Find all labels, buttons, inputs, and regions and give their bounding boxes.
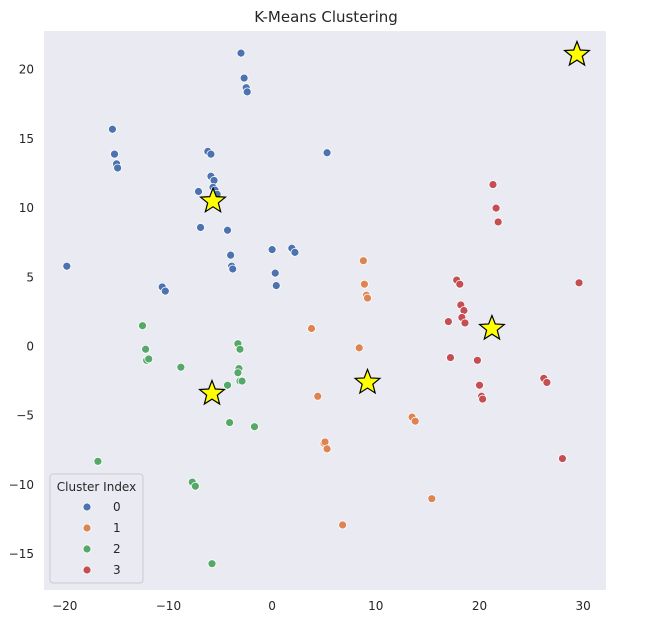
data-point-cluster-3	[455, 279, 465, 289]
data-point-cluster-1	[360, 279, 369, 289]
centroids	[198, 39, 591, 406]
legend-marker-1	[82, 523, 92, 533]
data-point-cluster-2	[144, 354, 154, 364]
centroid-star	[198, 378, 226, 406]
data-point-cluster-3	[446, 353, 455, 362]
data-point-cluster-2	[223, 380, 232, 390]
x-tick-label: 30	[576, 599, 591, 613]
data-point-cluster-3	[460, 318, 470, 328]
data-point-cluster-3	[488, 180, 498, 189]
data-point-cluster-0	[206, 149, 216, 159]
x-tick-label: 0	[268, 599, 276, 613]
legend-label-0: 0	[113, 500, 121, 514]
y-tick-label: −15	[9, 547, 34, 561]
data-point-cluster-0	[290, 247, 300, 257]
y-tick-label: −5	[16, 409, 34, 423]
data-point-cluster-3	[478, 394, 488, 404]
data-point-cluster-3	[475, 380, 484, 390]
y-axis: −15 −10 −5 0 5 10 15 20	[9, 63, 34, 561]
data-point-cluster-1	[338, 520, 348, 530]
data-point-cluster-0	[242, 87, 252, 97]
legend-label-1: 1	[113, 521, 121, 535]
data-point-cluster-3	[473, 355, 482, 365]
data-point-cluster-2	[250, 422, 259, 432]
data-point-cluster-2	[190, 481, 200, 491]
data-point-cluster-2	[93, 456, 103, 466]
legend-marker-0	[82, 502, 92, 512]
x-tick-label: −10	[156, 599, 181, 613]
data-point-cluster-0	[267, 245, 277, 255]
y-tick-label: 5	[26, 270, 34, 284]
data-point-cluster-0	[228, 264, 238, 274]
data-point-cluster-3	[574, 278, 584, 288]
x-tick-label: 20	[472, 599, 487, 613]
data-point-cluster-0	[322, 148, 332, 158]
x-tick-label: 10	[368, 599, 383, 613]
centroid-star	[353, 367, 382, 395]
data-point-cluster-0	[108, 124, 117, 134]
data-point-cluster-1	[427, 494, 437, 504]
data-point-cluster-0	[270, 268, 280, 278]
data-point-cluster-0	[223, 225, 232, 235]
data-point-cluster-2	[141, 344, 151, 354]
data-point-cluster-2	[237, 376, 247, 386]
chart-title: K-Means Clustering	[254, 8, 398, 26]
legend-box	[49, 473, 144, 584]
data-point-cluster-1	[363, 293, 372, 303]
data-point-cluster-0	[239, 73, 249, 83]
data-point-cluster-3	[491, 203, 501, 213]
legend-label-2: 2	[113, 542, 121, 556]
data-point-cluster-0	[62, 261, 72, 271]
data-point-cluster-1	[307, 324, 316, 333]
legend: Cluster Index 0 1 2 3	[49, 473, 144, 584]
data-point-cluster-2	[138, 321, 147, 331]
x-axis: −20 −10 0 10 20 30	[52, 599, 591, 613]
legend-marker-3	[82, 565, 92, 575]
data-point-cluster-0	[226, 250, 236, 260]
data-point-cluster-2	[207, 559, 217, 569]
data-point-cluster-1	[322, 444, 332, 454]
legend-title: Cluster Index	[57, 480, 136, 494]
data-point-cluster-3	[493, 217, 503, 227]
y-tick-label: 20	[19, 63, 34, 77]
data-point-cluster-2	[235, 344, 245, 354]
y-tick-label: 0	[26, 339, 34, 353]
legend-marker-2	[82, 544, 92, 554]
data-point-cluster-2	[176, 362, 186, 372]
data-points	[62, 48, 584, 569]
data-point-cluster-0	[113, 163, 123, 173]
data-point-cluster-2	[225, 418, 235, 427]
data-point-cluster-3	[558, 454, 567, 463]
data-point-cluster-0	[160, 286, 170, 296]
data-point-cluster-2	[233, 368, 243, 378]
data-point-cluster-0	[110, 149, 119, 159]
data-point-cluster-1	[410, 416, 420, 426]
centroid-star	[478, 313, 506, 341]
y-tick-label: 15	[19, 132, 34, 146]
data-point-cluster-1	[313, 391, 323, 401]
data-point-cluster-0	[196, 223, 205, 232]
legend-label-3: 3	[113, 563, 121, 577]
data-point-cluster-0	[236, 48, 246, 58]
data-point-cluster-0	[194, 187, 203, 196]
data-point-cluster-1	[354, 343, 364, 353]
y-tick-label: 10	[19, 201, 34, 215]
x-tick-label: −20	[52, 599, 77, 613]
data-point-cluster-3	[443, 317, 453, 326]
data-point-cluster-0	[271, 281, 281, 290]
centroid-star	[199, 186, 227, 214]
y-tick-label: −10	[9, 478, 34, 492]
centroid-star	[563, 39, 591, 67]
data-point-cluster-3	[542, 378, 552, 387]
data-point-cluster-1	[358, 256, 368, 266]
